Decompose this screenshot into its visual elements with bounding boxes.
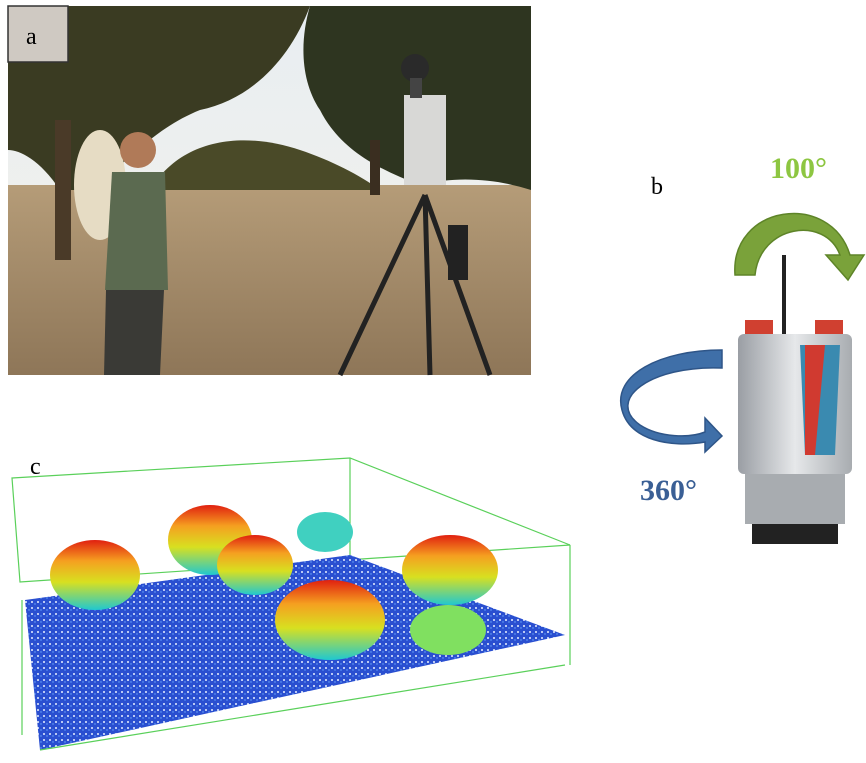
point-cloud bbox=[12, 458, 570, 750]
figure: a b 100° 360° c bbox=[0, 0, 866, 763]
panel-label: a bbox=[26, 24, 37, 50]
panel-label: b bbox=[651, 174, 663, 200]
rotation-arrow bbox=[621, 350, 722, 452]
label-box bbox=[8, 6, 68, 62]
rotation-label: 360° bbox=[640, 474, 697, 507]
rotation-arrow bbox=[735, 214, 864, 280]
rotation-label: 100° bbox=[770, 152, 827, 185]
photo-a bbox=[8, 6, 531, 375]
scanner bbox=[738, 255, 852, 544]
